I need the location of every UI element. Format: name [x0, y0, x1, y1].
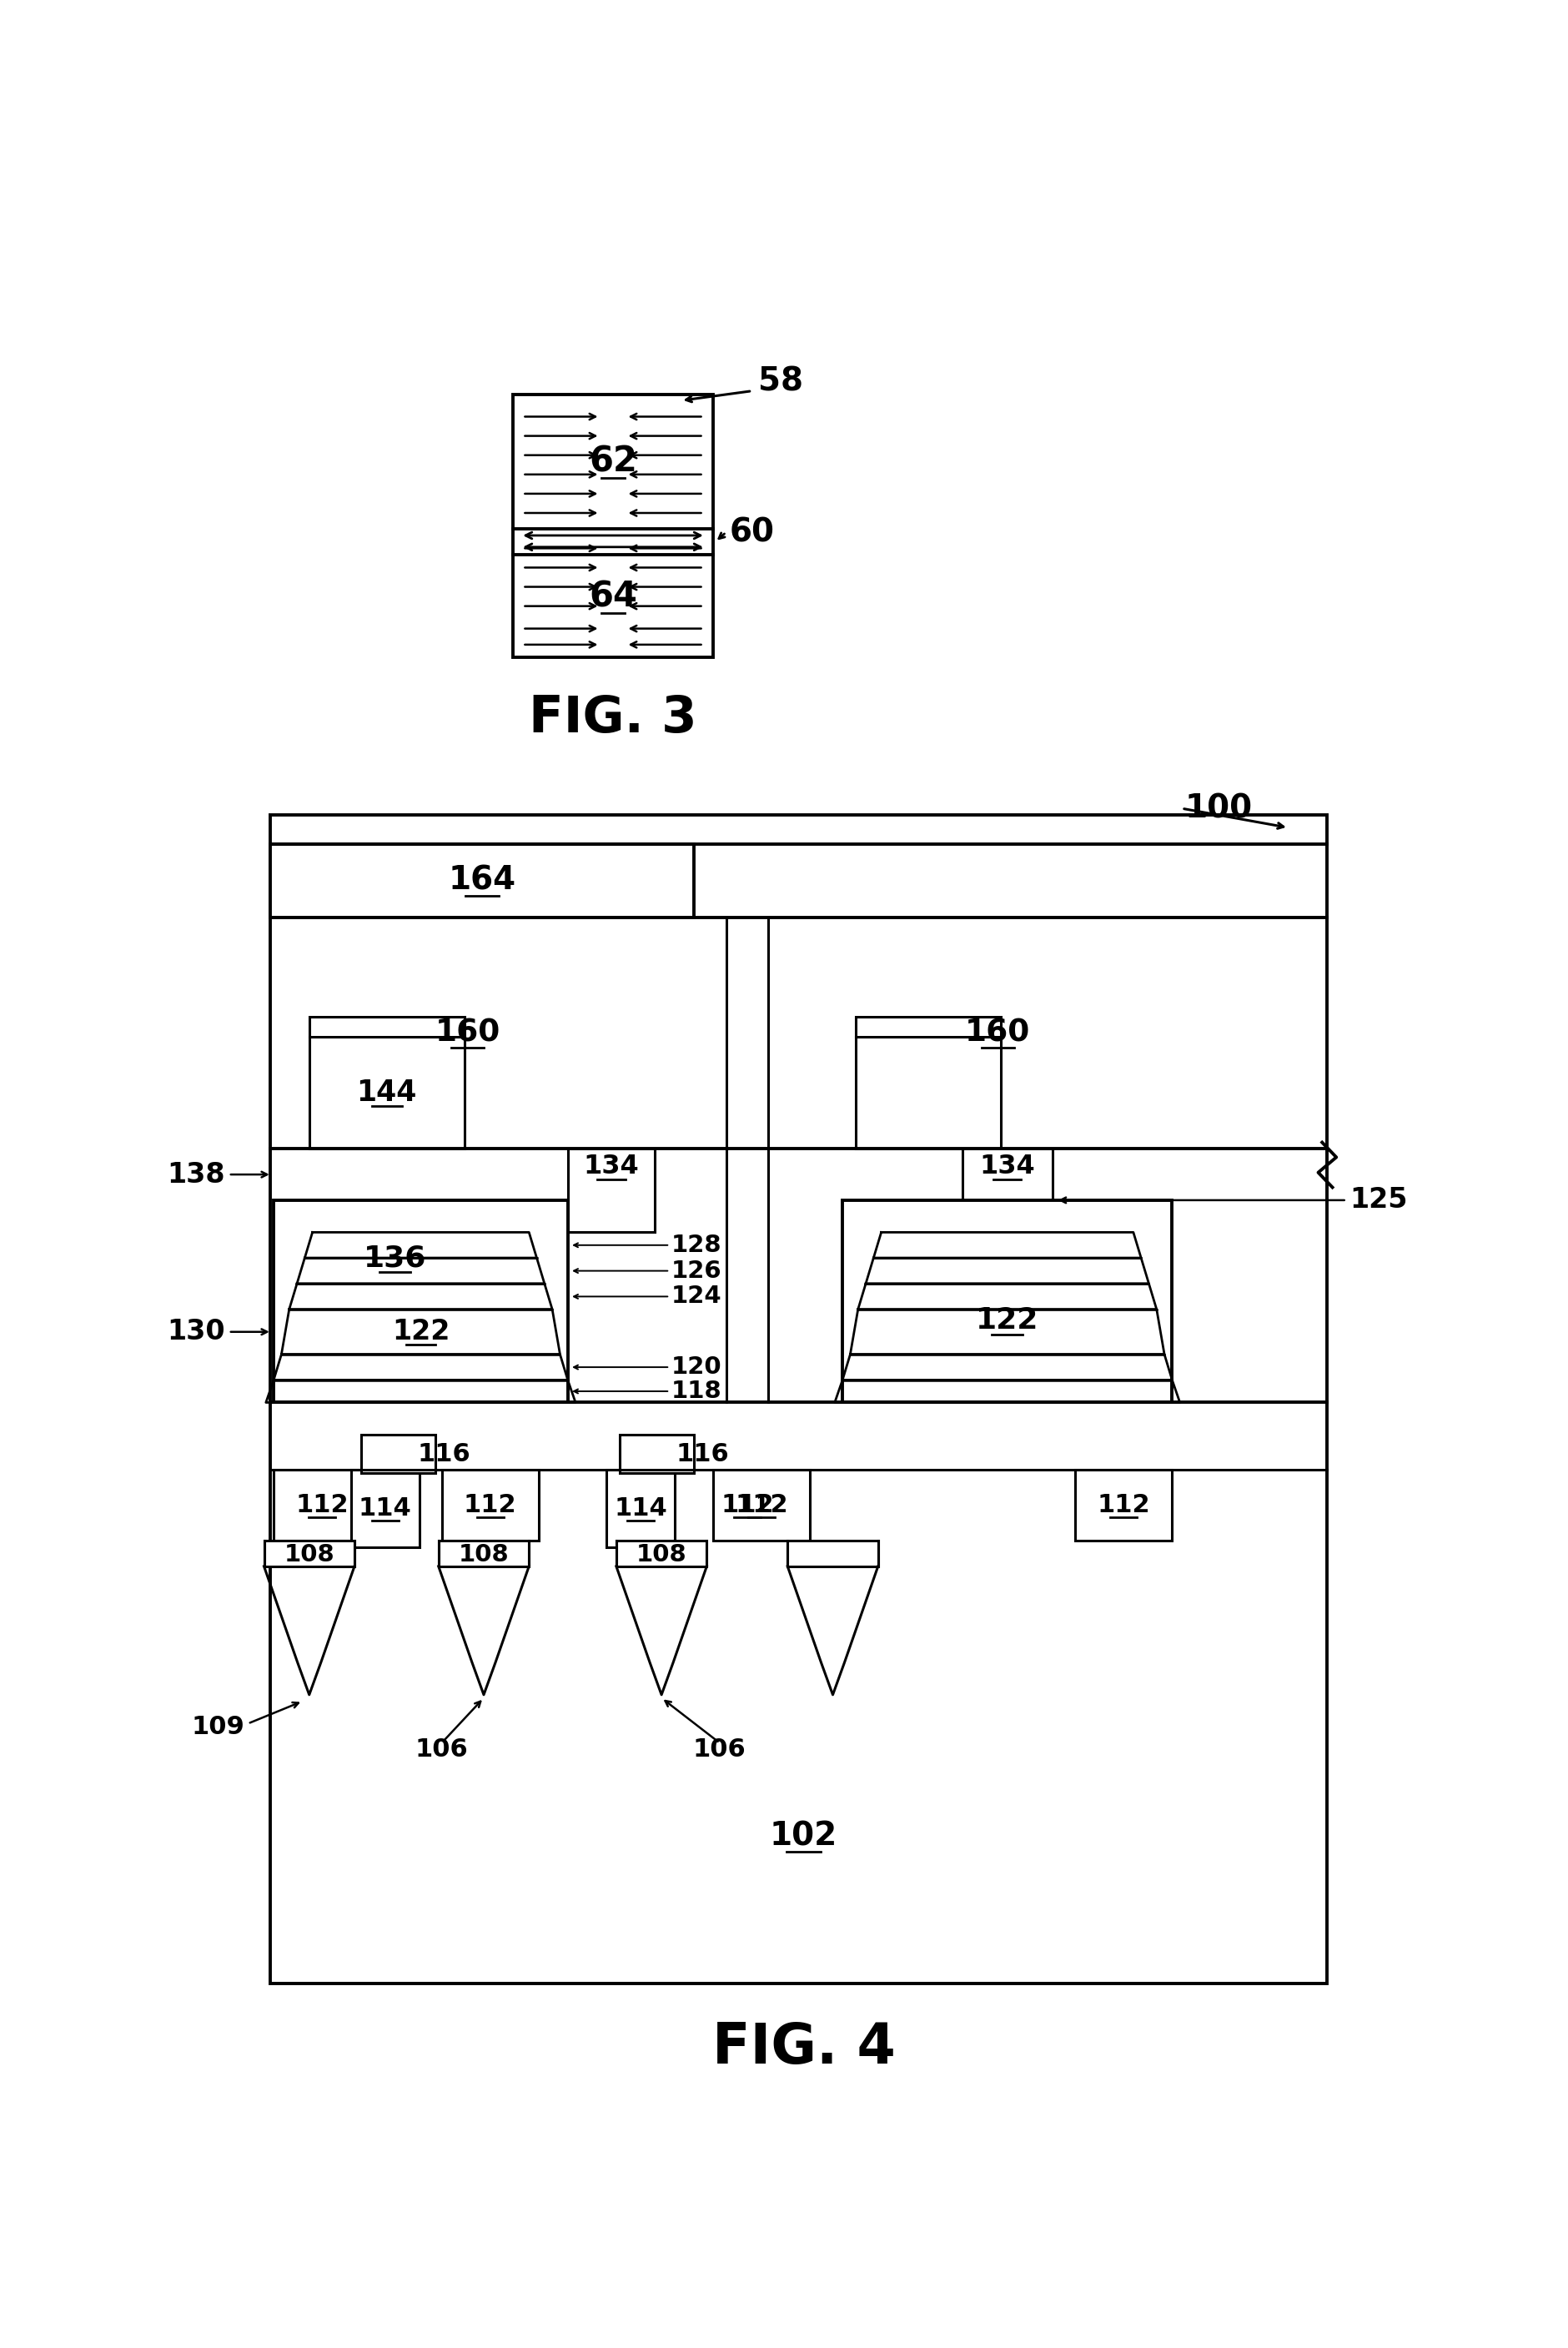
Text: 122: 122	[392, 1317, 450, 1345]
Bar	[439, 1540, 528, 1566]
Text: 106: 106	[693, 1738, 746, 1761]
Bar	[361, 1435, 434, 1472]
Bar	[270, 815, 1327, 1984]
Bar	[351, 1470, 419, 1547]
Text: FIG. 3: FIG. 3	[528, 695, 696, 742]
Text: 164: 164	[448, 864, 516, 897]
Text: 124: 124	[671, 1284, 721, 1308]
Text: 109: 109	[191, 1714, 245, 1740]
Bar	[607, 1470, 674, 1547]
Text: 58: 58	[757, 366, 803, 397]
Text: 108: 108	[284, 1543, 334, 1566]
Text: 138: 138	[168, 1160, 226, 1188]
Text: 112: 112	[464, 1493, 516, 1517]
Text: 160: 160	[434, 1019, 500, 1047]
Text: 112: 112	[735, 1493, 787, 1517]
Bar	[787, 1540, 878, 1566]
Text: 62: 62	[588, 444, 637, 479]
Text: 128: 128	[671, 1233, 721, 1256]
Bar	[442, 1470, 538, 1540]
Text: 116: 116	[676, 1442, 729, 1465]
Bar	[273, 1470, 370, 1540]
Text: 134: 134	[978, 1153, 1035, 1179]
Text: 112: 112	[720, 1493, 773, 1517]
Text: 160: 160	[964, 1019, 1030, 1047]
Text: 60: 60	[729, 517, 775, 547]
Bar	[842, 1200, 1171, 1402]
Text: 112: 112	[1096, 1493, 1149, 1517]
Text: 102: 102	[770, 1820, 837, 1853]
Bar	[855, 1017, 1000, 1148]
Text: 144: 144	[356, 1078, 417, 1106]
Text: 108: 108	[637, 1543, 687, 1566]
Text: 114: 114	[613, 1496, 666, 1522]
Text: 122: 122	[975, 1305, 1038, 1334]
Text: 136: 136	[364, 1244, 426, 1273]
Bar	[273, 1200, 568, 1402]
Text: 114: 114	[359, 1496, 411, 1522]
Text: 64: 64	[588, 580, 637, 613]
Text: 126: 126	[671, 1259, 721, 1282]
Bar	[309, 1017, 464, 1148]
Bar	[270, 843, 693, 918]
Bar	[713, 1470, 809, 1540]
Bar	[568, 1148, 655, 1233]
Text: 100: 100	[1184, 794, 1253, 824]
Text: 130: 130	[168, 1317, 226, 1345]
Bar	[513, 394, 713, 657]
Bar	[616, 1540, 706, 1566]
Bar	[1074, 1470, 1171, 1540]
Text: 125: 125	[1348, 1186, 1406, 1214]
Bar	[263, 1540, 354, 1566]
Text: 134: 134	[583, 1153, 638, 1179]
Text: 116: 116	[417, 1442, 470, 1465]
Bar	[961, 1148, 1052, 1233]
Text: 118: 118	[671, 1381, 721, 1404]
Text: FIG. 4: FIG. 4	[712, 2019, 895, 2076]
Text: 120: 120	[671, 1355, 721, 1378]
Text: 112: 112	[295, 1493, 348, 1517]
Text: 106: 106	[416, 1738, 469, 1761]
Bar	[619, 1435, 693, 1472]
Text: 108: 108	[458, 1543, 508, 1566]
